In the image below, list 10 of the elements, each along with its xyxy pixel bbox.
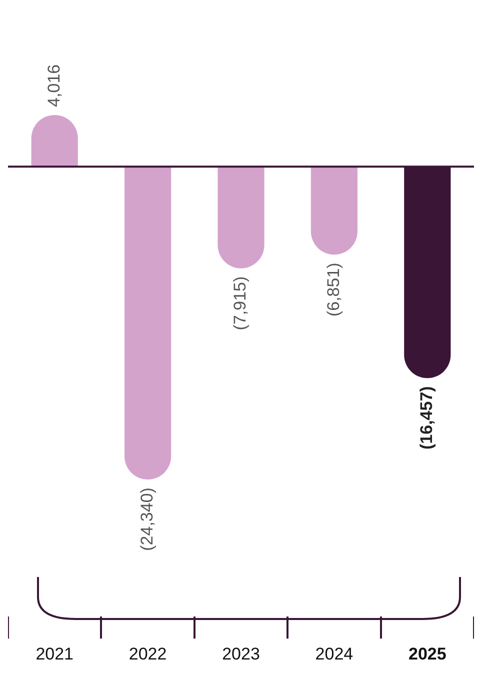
x-tick-label: 2024 [315,644,354,664]
data-label: (16,457) [417,386,436,450]
data-label: 4,016 [44,64,64,107]
x-tick-label: 2025 [408,644,446,664]
data-label: (6,851) [324,262,343,317]
x-tick-label: 2023 [222,644,260,664]
data-label: (24,340) [137,488,156,551]
x-tick-label: 2021 [36,644,74,664]
x-tick-label: 2022 [128,644,167,664]
data-label: (7,915) [230,276,250,330]
